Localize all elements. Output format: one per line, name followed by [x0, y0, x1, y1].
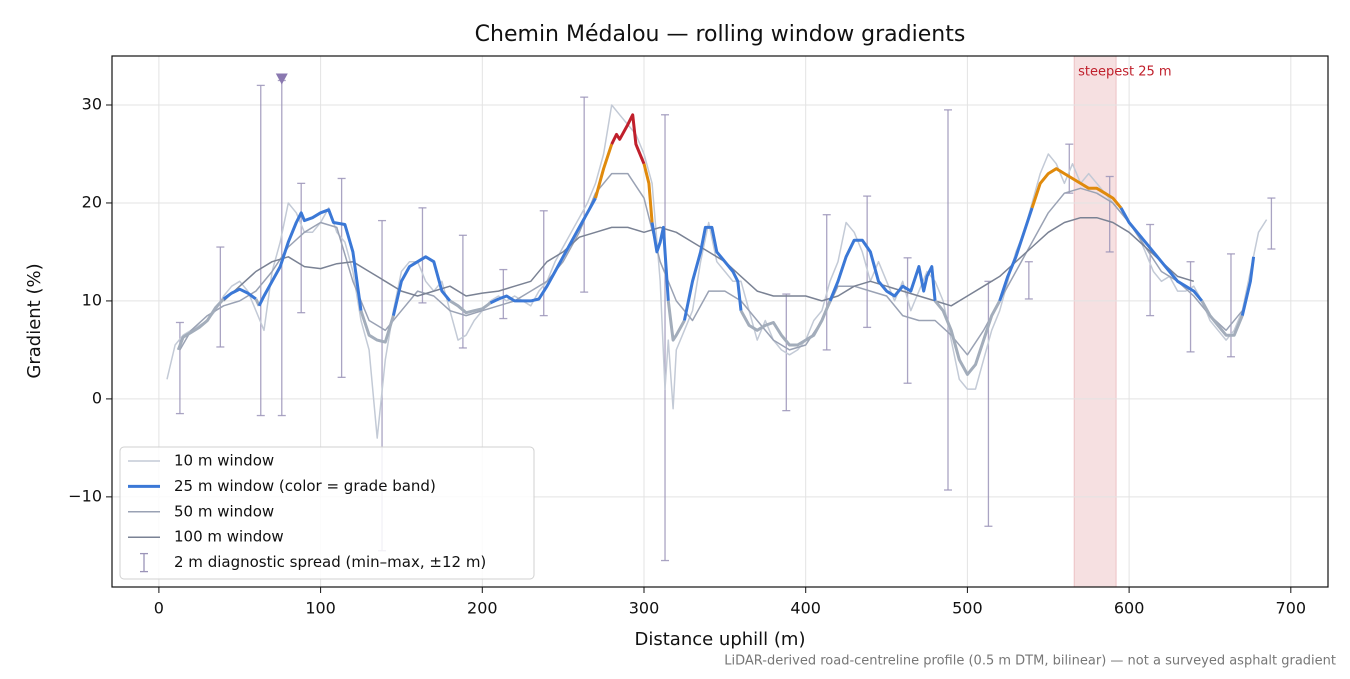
x-tick-label: 0 — [154, 599, 164, 618]
y-axis-label: Gradient (%) — [24, 263, 45, 378]
error-bar — [539, 210, 548, 317]
line — [828, 238, 937, 302]
error-bar — [216, 246, 225, 348]
line — [176, 297, 225, 351]
line — [179, 172, 1243, 356]
legend-label: 25 m window (color = grade band) — [174, 477, 436, 495]
line — [933, 299, 1002, 376]
error-bar — [337, 177, 346, 378]
chart-title: Chemin Médalou — rolling window gradient… — [475, 22, 966, 47]
x-tick-label: 100 — [305, 599, 336, 618]
y-tick-label: 10 — [82, 290, 102, 309]
legend-label: 2 m diagnostic spread (min–max, ±12 m) — [174, 553, 486, 571]
line — [682, 225, 743, 321]
error-bar — [1226, 253, 1235, 358]
line — [998, 207, 1034, 302]
line — [1030, 167, 1123, 209]
y-tick-label: 20 — [82, 192, 102, 211]
legend-swatch — [140, 552, 148, 573]
y-tick-label: 30 — [82, 94, 102, 113]
marker — [275, 73, 288, 85]
error-bar — [1146, 223, 1155, 317]
error-bar — [418, 207, 427, 304]
line — [650, 222, 670, 301]
y-tick-label: 0 — [92, 388, 102, 407]
error-bar — [458, 234, 467, 349]
error-bar — [944, 109, 952, 491]
error-bar — [580, 96, 589, 293]
error-bar — [1105, 175, 1114, 253]
error-bar — [903, 257, 912, 384]
line — [449, 299, 492, 315]
legend-label: 10 m window — [174, 452, 274, 470]
line — [1119, 207, 1204, 302]
line — [594, 143, 614, 199]
line — [1240, 256, 1256, 316]
x-tick-label: 600 — [1114, 599, 1145, 618]
line — [489, 197, 597, 305]
error-bar — [1024, 261, 1033, 300]
line — [391, 255, 452, 316]
x-tick-label: 400 — [790, 599, 821, 618]
span-label: steepest 25 m — [1078, 65, 1171, 80]
line — [610, 113, 646, 165]
line — [642, 163, 654, 223]
line — [739, 300, 832, 347]
error-bar — [863, 195, 872, 329]
line — [257, 208, 363, 311]
error-bar — [1267, 197, 1276, 250]
footnote: LiDAR-derived road-centreline profile (0… — [724, 654, 1336, 669]
error-bar — [499, 268, 508, 320]
error-bar — [175, 321, 184, 415]
legend-box — [119, 446, 535, 580]
x-tick-label: 700 — [1276, 599, 1307, 618]
line — [222, 287, 257, 301]
plot-frame — [111, 55, 1329, 588]
error-bar — [822, 214, 831, 351]
error-bar — [661, 114, 670, 562]
x-tick-label: 500 — [952, 599, 983, 618]
y-tick-label: −10 — [68, 486, 102, 505]
x-axis-label: Distance uphill (m) — [635, 629, 806, 650]
error-bar — [1186, 261, 1195, 353]
x-tick-label: 300 — [629, 599, 660, 618]
highlight-span — [1073, 55, 1117, 588]
line — [1200, 300, 1244, 337]
line — [223, 216, 1195, 307]
legend-label: 50 m window — [174, 502, 274, 520]
line — [359, 310, 395, 344]
error-bar — [256, 84, 265, 417]
line — [666, 300, 686, 342]
error-bar — [297, 182, 306, 314]
legend-label: 100 m window — [174, 528, 284, 546]
x-tick-label: 200 — [467, 599, 498, 618]
